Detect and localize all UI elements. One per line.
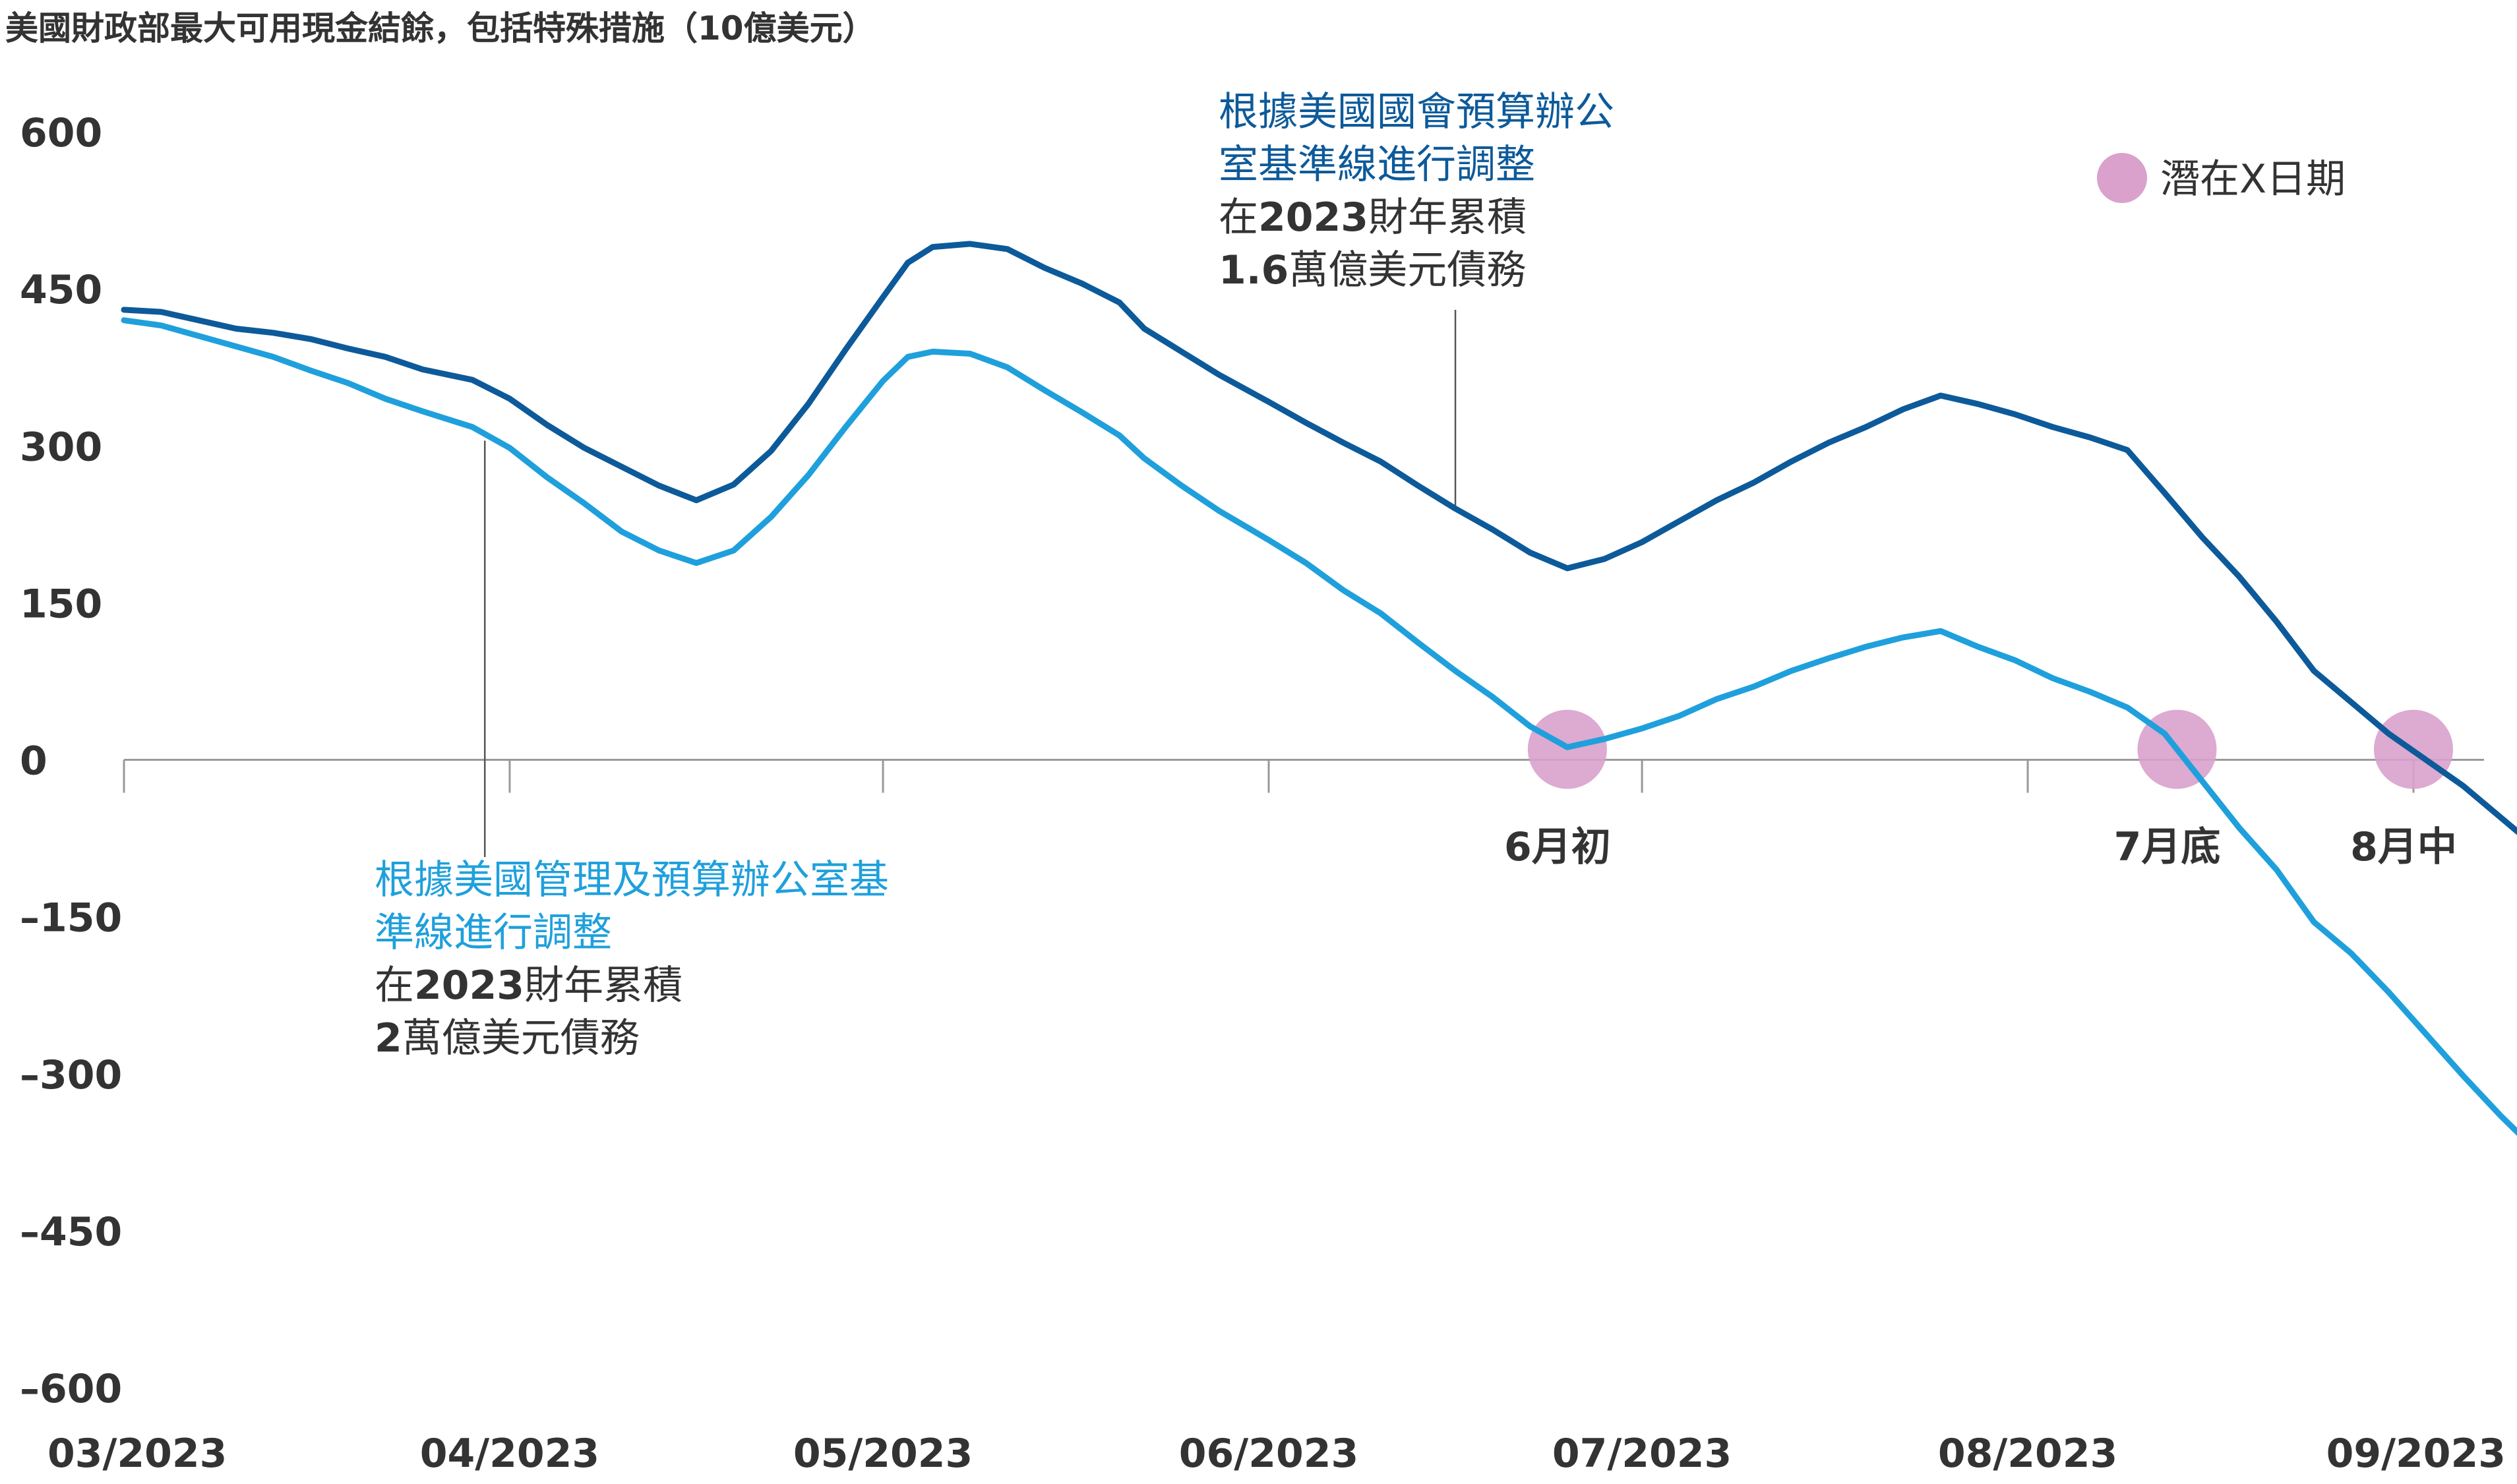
y-tick-label: –150 (20, 895, 122, 941)
y-tick-label: 300 (20, 424, 102, 470)
x-date-label: 7月底 (2114, 824, 2221, 870)
legend-label: 潛在X日期 (2160, 156, 2346, 202)
annotation-cbo-heading-1: 根據美國國會預算辦公 (1219, 89, 1614, 135)
annotation-omb-heading-2: 準線進行調整 (375, 910, 612, 956)
series-line-1 (121, 317, 2517, 1137)
legend: 潛在X日期 (2097, 153, 2346, 203)
annotation-leader-lines (483, 310, 1457, 857)
x-tick-label: 06/2023 (1179, 1431, 1358, 1477)
y-tick-label: –600 (20, 1366, 122, 1412)
x-tick-label: 03/2023 (47, 1431, 227, 1477)
annotation-omb-body-2: 2萬億美元債務 (375, 1015, 640, 1061)
y-tick-label: 600 (20, 110, 102, 156)
annotation-cbo-body-2: 1.6萬億美元債務 (1219, 247, 1526, 293)
x-tick-label: 09/2023 (2326, 1431, 2506, 1477)
y-tick-label: –450 (20, 1209, 122, 1255)
y-axis-ticks: 600 450 300 150 0 –150 –300 –450 –600 (20, 110, 122, 1412)
x-date-labels: 6月初 7月底 8月中 (1504, 824, 2457, 870)
annotation-omb: 根據美國管理及預算辦公室基 準線進行調整 在2023財年累積 2萬億美元債務 (375, 857, 889, 1061)
annotation-omb-heading-1: 根據美國管理及預算辦公室基 (375, 857, 889, 903)
x-tick-label: 08/2023 (1938, 1431, 2117, 1477)
x-axis: 03/2023 04/2023 05/2023 06/2023 07/2023 08/20… (47, 759, 2506, 1477)
x-tick-label: 07/2023 (1552, 1431, 1732, 1477)
y-tick-label: –300 (20, 1052, 122, 1098)
x-date-label: 6月初 (1504, 824, 1611, 870)
x-tick-label: 05/2023 (793, 1431, 973, 1477)
chart-title: 美國財政部最大可用現金結餘，包括特殊措施（10億美元） (5, 9, 876, 47)
annotation-omb-body-1: 在2023財年累積 (375, 963, 682, 1009)
y-tick-label: 0 (20, 738, 47, 785)
annotation-cbo-heading-2: 室基準線進行調整 (1219, 142, 1535, 188)
series-lines (121, 241, 2517, 1137)
series-line-0 (121, 241, 2517, 835)
annotation-cbo: 根據美國國會預算辦公 室基準線進行調整 在2023財年累積 1.6萬億美元債務 (1219, 89, 1614, 293)
legend-swatch (2097, 153, 2147, 203)
x-tick-label: 04/2023 (420, 1431, 599, 1477)
x-date-label: 8月中 (2350, 824, 2457, 870)
y-tick-label: 150 (20, 581, 102, 627)
y-tick-label: 450 (20, 267, 102, 313)
annotation-cbo-body-1: 在2023財年累積 (1219, 194, 1527, 241)
